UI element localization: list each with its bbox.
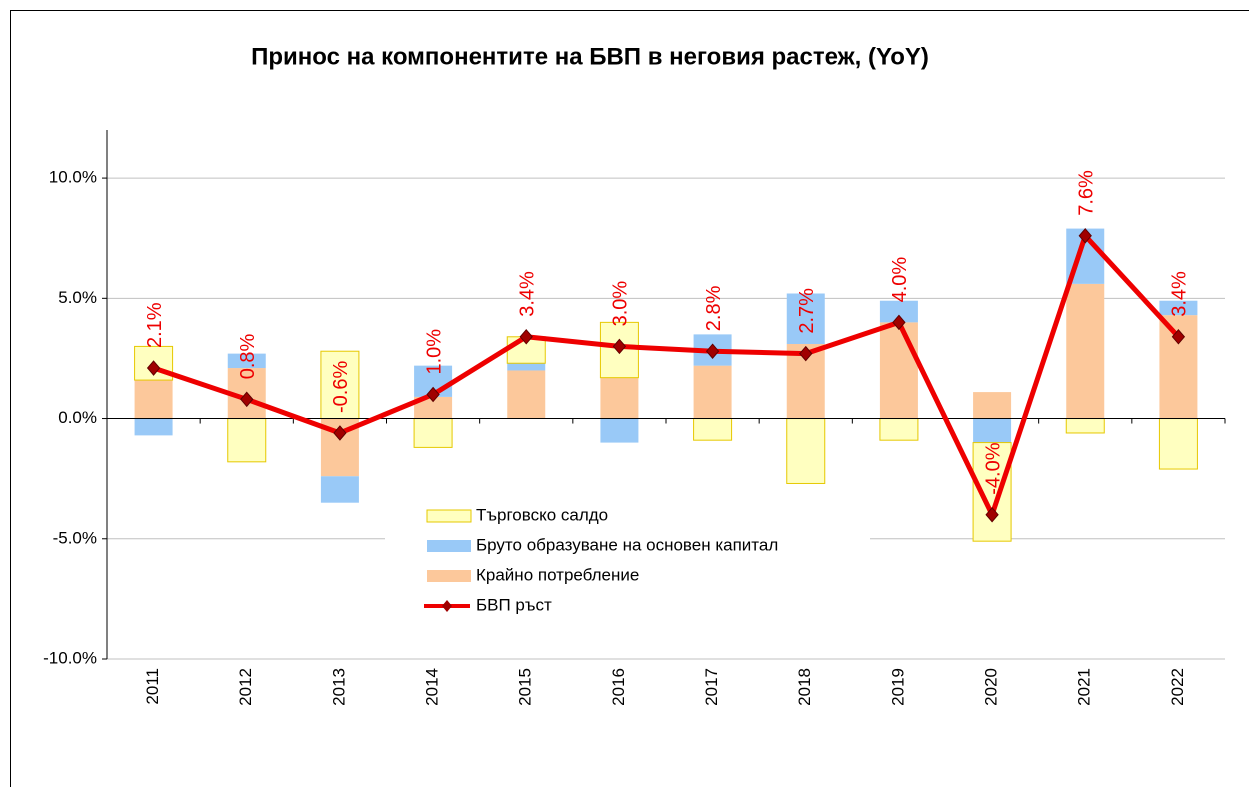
bar [414, 419, 452, 448]
bar [1159, 419, 1197, 469]
bar [228, 419, 266, 462]
legend: Търговско салдо Бруто образуване на основ… [385, 500, 870, 635]
bar [880, 322, 918, 418]
legend-swatch [427, 570, 471, 582]
y-tick-label: 5.0% [58, 288, 97, 307]
data-label: 2.8% [703, 285, 725, 331]
x-tick-label: 2022 [1168, 668, 1187, 706]
legend-label: Бруто образуване на основен капитал [476, 535, 778, 554]
x-tick-label: 2019 [888, 668, 907, 706]
data-label: 3.4% [517, 271, 539, 317]
legend-swatch [427, 540, 471, 552]
bar [973, 392, 1011, 418]
y-tick-label: -10.0% [43, 648, 97, 667]
bar [694, 366, 732, 419]
x-tick-label: 2016 [609, 668, 628, 706]
data-label: 1.0% [423, 329, 445, 375]
bar [694, 419, 732, 441]
bar [600, 419, 638, 443]
y-tick-label: 0.0% [58, 408, 97, 427]
bar [787, 419, 825, 484]
bar [973, 419, 1011, 443]
x-tick-label: 2020 [982, 668, 1001, 706]
y-tick-label: -5.0% [53, 528, 97, 547]
data-label: 2.7% [796, 288, 818, 334]
x-tick-label: 2013 [329, 668, 348, 706]
y-tick-label: 10.0% [49, 168, 97, 187]
legend-label: Търговско салдо [476, 505, 608, 524]
bar [135, 419, 173, 436]
data-label: 0.8% [237, 334, 259, 380]
bar [135, 380, 173, 418]
x-tick-label: 2018 [795, 668, 814, 706]
bar [507, 363, 545, 370]
data-label: 2.1% [144, 302, 166, 348]
legend-label: БВП ръст [476, 595, 552, 614]
x-tick-label: 2014 [423, 668, 442, 706]
x-tick-label: 2015 [516, 668, 535, 706]
bar [321, 476, 359, 502]
data-label: -4.0% [982, 442, 1004, 494]
data-label: 7.6% [1076, 170, 1098, 216]
bar [600, 378, 638, 419]
data-label: -0.6% [330, 361, 352, 413]
bar [880, 419, 918, 441]
x-tick-label: 2012 [236, 668, 255, 706]
x-tick-label: 2017 [702, 668, 721, 706]
legend-swatch [427, 510, 471, 522]
x-tick-label: 2011 [143, 668, 162, 705]
bar [507, 370, 545, 418]
data-label: 4.0% [889, 257, 911, 303]
data-label: 3.4% [1169, 271, 1191, 317]
data-label: 3.0% [610, 281, 632, 327]
bar [1066, 284, 1104, 419]
chart-title: Принос на компонентите на БВП в неговия … [251, 43, 929, 70]
bar [1066, 419, 1104, 433]
legend-label: Крайно потребление [476, 565, 639, 584]
x-tick-label: 2021 [1075, 668, 1094, 706]
